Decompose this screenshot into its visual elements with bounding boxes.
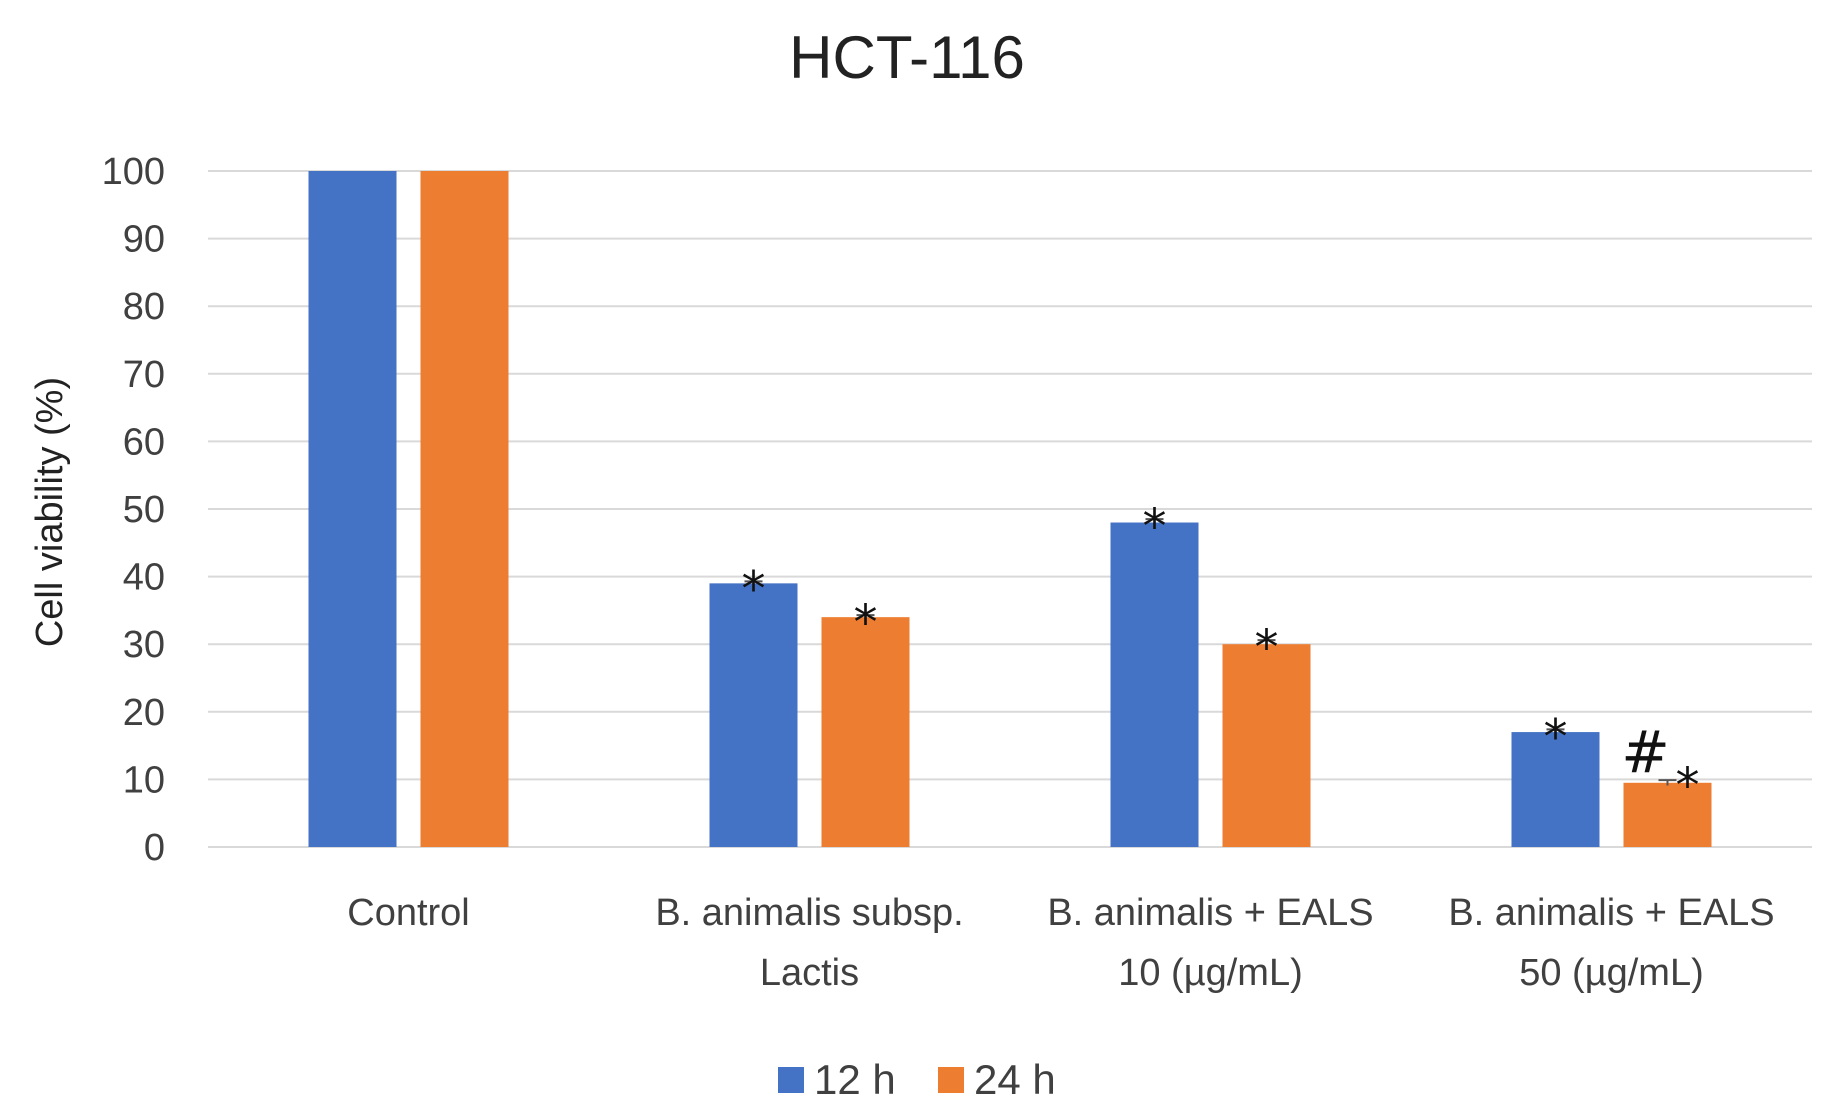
- significance-annotations: ***** # *: [742, 499, 1700, 814]
- chart-title: HCT-116: [789, 24, 1025, 91]
- bar: [709, 583, 798, 847]
- y-tick-label: 40: [123, 557, 165, 599]
- y-tick-label: 90: [123, 219, 165, 261]
- bar: [1623, 782, 1712, 847]
- x-category-label: B. animalis subsp.: [655, 892, 963, 934]
- bar: [1110, 522, 1199, 847]
- annotation-hash: #: [1621, 718, 1670, 786]
- bars: [308, 171, 1712, 847]
- legend-swatch: [938, 1067, 964, 1093]
- bar: [308, 171, 397, 847]
- y-tick-label: 10: [123, 759, 165, 801]
- legend-label: 12 h: [814, 1056, 896, 1103]
- y-tick-label: 100: [102, 151, 165, 193]
- y-axis-label: Cell viability (%): [29, 377, 71, 647]
- legend-swatch: [778, 1067, 804, 1093]
- bar: [1511, 732, 1600, 847]
- y-tick-label: 70: [123, 354, 165, 396]
- annotation-star: *: [854, 595, 878, 651]
- x-category-label: B. animalis + EALS: [1448, 892, 1774, 934]
- y-axis-ticks: 0 10 20 30 40 50 60 70 80 90 100: [102, 151, 165, 869]
- x-axis-category-labels: Control B. animalis subsp. Lactis B. animal…: [347, 892, 1774, 994]
- annotation-star: *: [1676, 758, 1700, 814]
- bar: [1222, 644, 1311, 847]
- legend: 12 h 24 h: [778, 1056, 1056, 1103]
- annotation-star: *: [1255, 620, 1279, 676]
- x-category-label: 10 (µg/mL): [1118, 952, 1303, 994]
- annotation-star: *: [1544, 709, 1568, 765]
- legend-label: 24 h: [974, 1056, 1056, 1103]
- bar: [420, 171, 509, 847]
- x-category-label: B. animalis + EALS: [1047, 892, 1373, 934]
- annotation-star: *: [742, 561, 766, 617]
- y-tick-label: 60: [123, 421, 165, 463]
- y-tick-label: 80: [123, 286, 165, 328]
- bar: [821, 617, 910, 847]
- error-bars: [744, 518, 1677, 786]
- y-tick-label: 0: [144, 827, 165, 869]
- y-tick-label: 20: [123, 692, 165, 734]
- y-tick-label: 50: [123, 489, 165, 531]
- x-category-label: Control: [347, 892, 470, 934]
- annotation-star: *: [1143, 499, 1167, 555]
- x-category-label: 50 (µg/mL): [1519, 952, 1704, 994]
- x-category-label: Lactis: [760, 952, 859, 994]
- y-tick-label: 30: [123, 624, 165, 666]
